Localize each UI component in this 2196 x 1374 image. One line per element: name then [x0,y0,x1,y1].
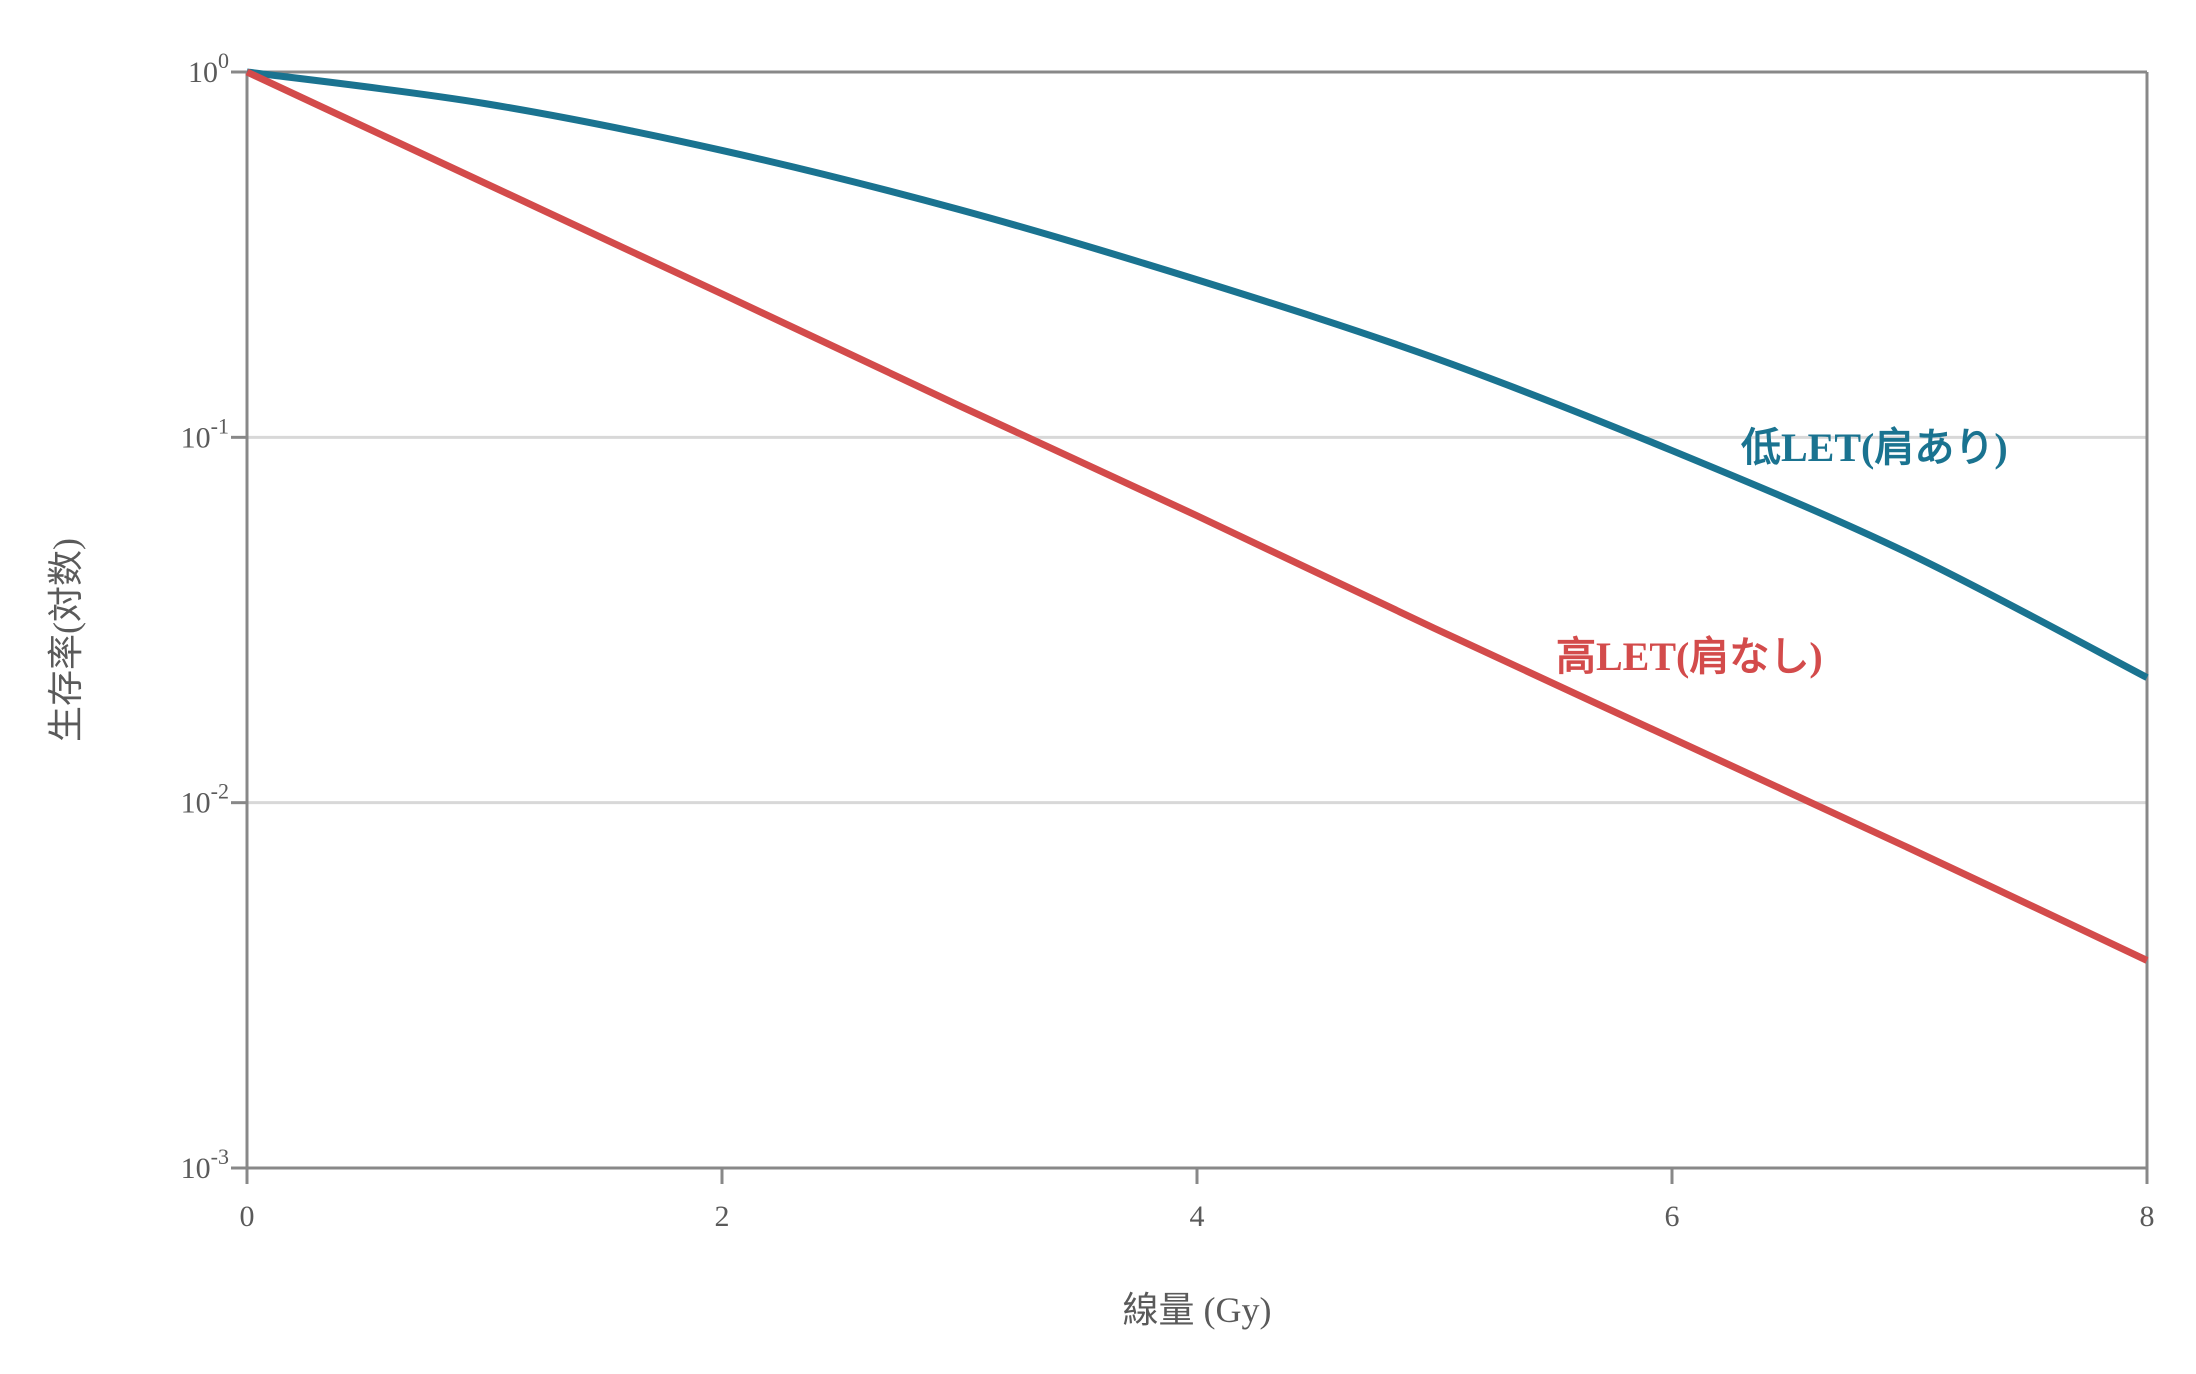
x-tick-label: 0 [240,1200,255,1233]
x-tick-label: 2 [715,1200,730,1233]
y-axis-title: 生存率(対数) [46,538,86,742]
series-line-low-let [246,68,2149,681]
series-line-high-let [245,68,2149,964]
label-layer: 0 2 4 6 8 100 10-1 10-2 10-3 線量 (Gy) 生存率(対数) 低LET(肩… [46,48,2155,1330]
y-tick-label: 10-1 [181,413,229,454]
y-tick-label: 10-3 [181,1144,229,1185]
x-axis-title: 線量 (Gy) [1123,1290,1272,1330]
x-tick-label: 8 [2140,1200,2155,1233]
x-tick-label: 4 [1190,1200,1205,1233]
x-tick-label: 6 [1665,1200,1680,1233]
grid-layer [247,435,2147,805]
series-layer [245,68,2149,964]
series-label-low-let: 低LET(肩あり) [1741,425,2008,470]
y-tick-label: 10-2 [181,779,229,820]
axis-layer [231,70,2149,1184]
series-label-high-let: 高LET(肩なし) [1556,634,1823,679]
y-tick-label: 100 [188,48,229,89]
